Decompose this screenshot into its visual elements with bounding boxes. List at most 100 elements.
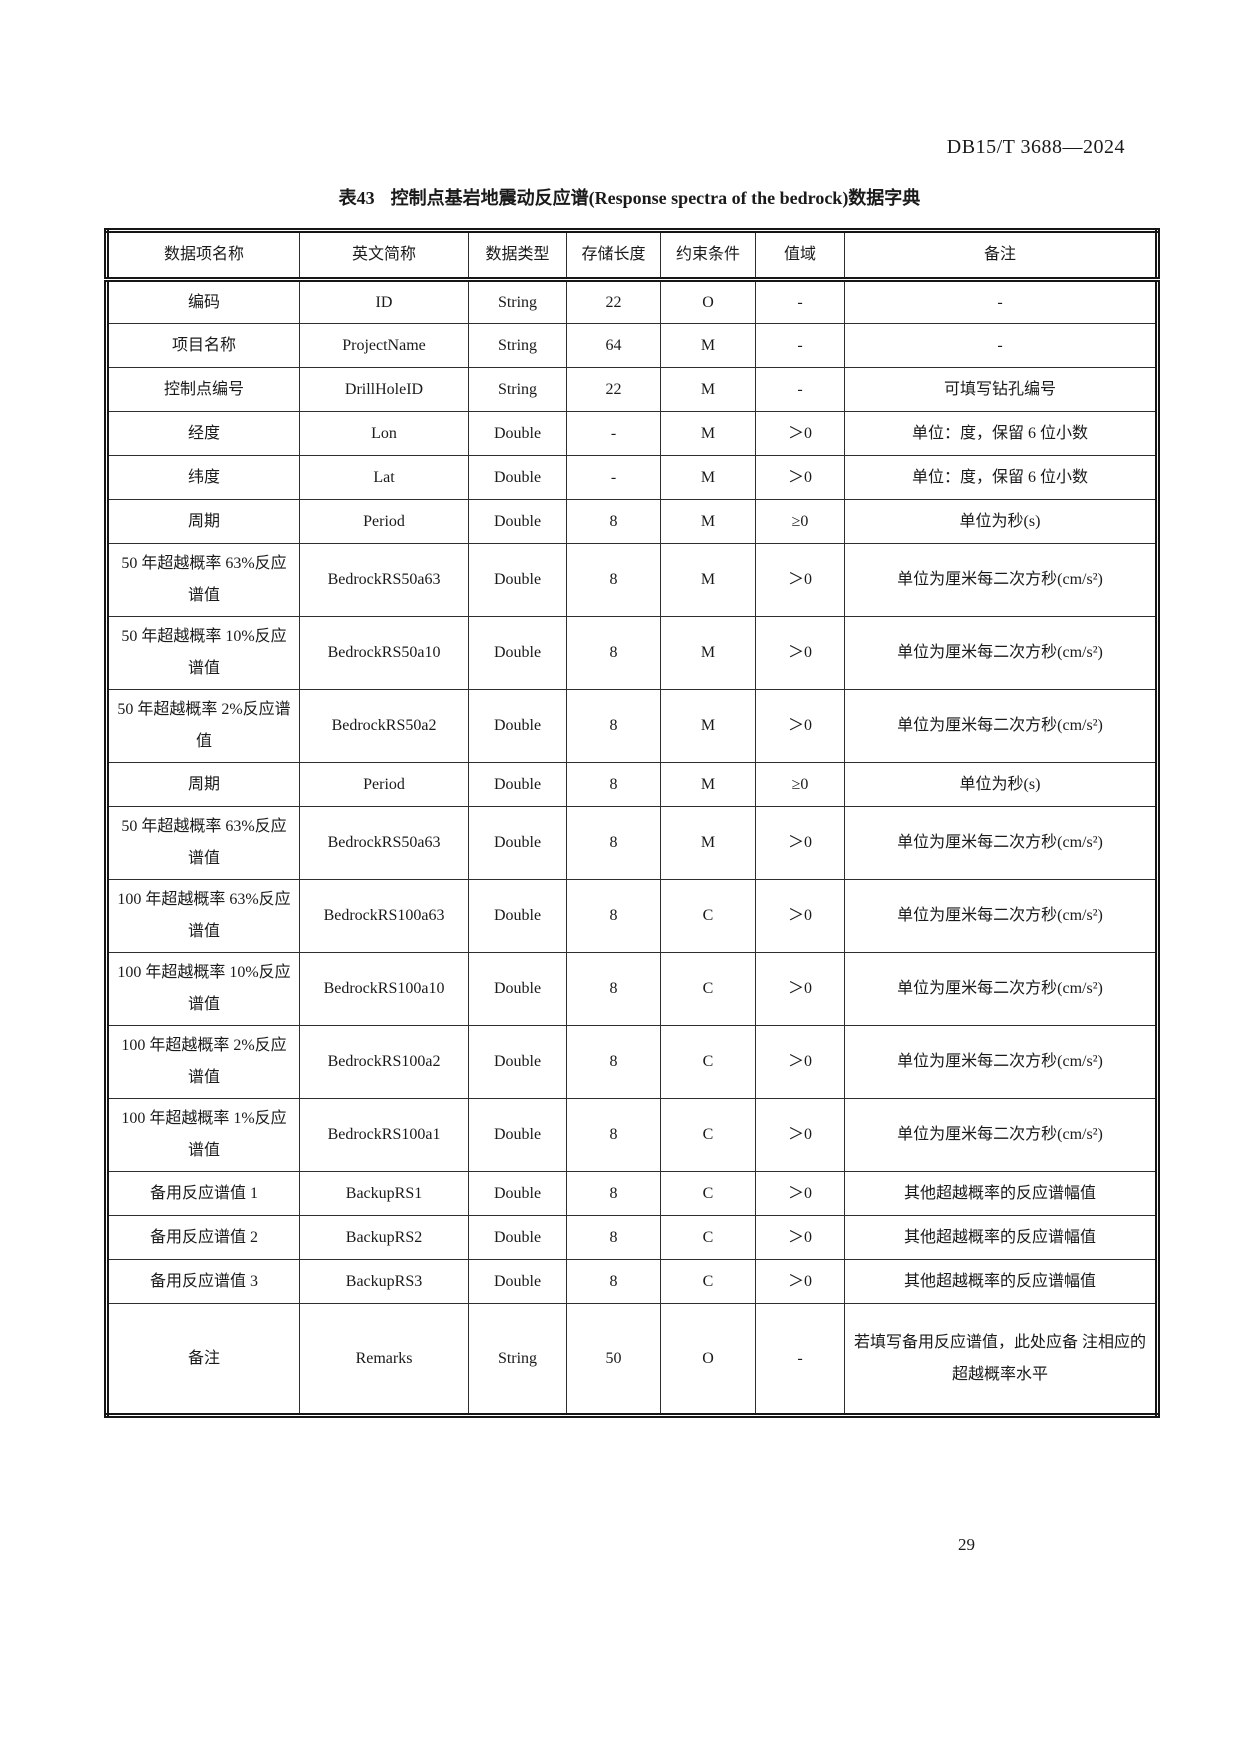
table-row: 100 年超越概率 2%反应谱值 BedrockRS100a2 Double 8 C ＞0… (106, 1025, 1158, 1099)
cell-constraint: M (660, 367, 756, 412)
cell-storage-length: 8 (566, 499, 661, 544)
cell-data-type: Double (468, 762, 567, 807)
cell-english-name: BedrockRS100a1 (299, 1098, 469, 1172)
cell-storage-length: - (566, 455, 661, 500)
cell-field-name: 50 年超越概率 10%反应谱值 (106, 616, 300, 690)
cell-remark: 可填写钻孔编号 (844, 367, 1158, 412)
table-row: 50 年超越概率 2%反应谱值 BedrockRS50a2 Double 8 M ＞0 单位… (106, 689, 1158, 763)
cell-storage-length: 22 (566, 367, 661, 412)
cell-value-range: ＞0 (755, 455, 845, 500)
cell-data-type: Double (468, 455, 567, 500)
cell-english-name: Period (299, 499, 469, 544)
cell-english-name: Lon (299, 411, 469, 456)
cell-storage-length: 8 (566, 1025, 661, 1099)
table-row: 50 年超越概率 63%反应谱值 BedrockRS50a63 Double 8 M ＞0… (106, 806, 1158, 880)
cell-value-range: ＞0 (755, 1098, 845, 1172)
cell-storage-length: 8 (566, 762, 661, 807)
cell-field-name: 50 年超越概率 63%反应谱值 (106, 543, 300, 617)
cell-english-name: BedrockRS100a2 (299, 1025, 469, 1099)
cell-storage-length: 8 (566, 1259, 661, 1304)
cell-data-type: Double (468, 1259, 567, 1304)
table-row: 编码 ID String 22 O - - (106, 279, 1158, 324)
cell-data-type: String (468, 323, 567, 368)
table-row: 备用反应谱值 2 BackupRS2 Double 8 C ＞0 其他超越概率的反应谱幅值 (106, 1215, 1158, 1260)
cell-english-name: Period (299, 762, 469, 807)
cell-data-type: Double (468, 689, 567, 763)
table-row: 备用反应谱值 1 BackupRS1 Double 8 C ＞0 其他超越概率的反应谱幅值 (106, 1171, 1158, 1216)
cell-remark: 单位为厘米每二次方秒(cm/s²) (844, 879, 1158, 953)
cell-english-name: BackupRS1 (299, 1171, 469, 1216)
cell-field-name: 编码 (106, 279, 300, 324)
cell-field-name: 项目名称 (106, 323, 300, 368)
cell-remark: 单位为秒(s) (844, 499, 1158, 544)
table-row: 周期 Period Double 8 M ≥0 单位为秒(s) (106, 762, 1158, 807)
cell-storage-length: 64 (566, 323, 661, 368)
cell-constraint: M (660, 455, 756, 500)
cell-english-name: ProjectName (299, 323, 469, 368)
cell-english-name: BedrockRS50a10 (299, 616, 469, 690)
cell-value-range: - (755, 323, 845, 368)
cell-remark: 单位为秒(s) (844, 762, 1158, 807)
cell-remark: 单位为厘米每二次方秒(cm/s²) (844, 1098, 1158, 1172)
cell-value-range: - (755, 279, 845, 324)
cell-storage-length: - (566, 411, 661, 456)
cell-constraint: C (660, 1215, 756, 1260)
cell-value-range: - (755, 1303, 845, 1416)
cell-english-name: BedrockRS100a10 (299, 952, 469, 1026)
cell-field-name: 控制点编号 (106, 367, 300, 412)
cell-remark: - (844, 323, 1158, 368)
cell-constraint: M (660, 411, 756, 456)
cell-constraint: M (660, 689, 756, 763)
cell-remark: 单位为厘米每二次方秒(cm/s²) (844, 543, 1158, 617)
cell-value-range: ＞0 (755, 1171, 845, 1216)
cell-field-name: 100 年超越概率 1%反应谱值 (106, 1098, 300, 1172)
cell-english-name: BedrockRS50a63 (299, 543, 469, 617)
cell-data-type: Double (468, 411, 567, 456)
cell-field-name: 备注 (106, 1303, 300, 1416)
cell-field-name: 周期 (106, 762, 300, 807)
cell-constraint: O (660, 1303, 756, 1416)
column-header: 备注 (844, 230, 1158, 282)
table-row: 100 年超越概率 63%反应谱值 BedrockRS100a63 Double 8 C… (106, 879, 1158, 953)
cell-value-range: ＞0 (755, 616, 845, 690)
table-row: 周期 Period Double 8 M ≥0 单位为秒(s) (106, 499, 1158, 544)
cell-constraint: M (660, 499, 756, 544)
cell-constraint: M (660, 323, 756, 368)
cell-english-name: DrillHoleID (299, 367, 469, 412)
cell-constraint: C (660, 1025, 756, 1099)
page-number: 29 (958, 1535, 975, 1554)
cell-value-range: - (755, 367, 845, 412)
table-body: 编码 ID String 22 O - - 项目名称 ProjectName String 64 M -… (106, 279, 1158, 1416)
cell-constraint: C (660, 952, 756, 1026)
cell-value-range: ＞0 (755, 1025, 845, 1099)
cell-remark: 其他超越概率的反应谱幅值 (844, 1259, 1158, 1304)
doc-code: DB15/T 3688—2024 (946, 136, 1125, 158)
cell-storage-length: 8 (566, 806, 661, 880)
table-row: 控制点编号 DrillHoleID String 22 M - 可填写钻孔编号 (106, 367, 1158, 412)
cell-field-name: 100 年超越概率 10%反应谱值 (106, 952, 300, 1026)
table-caption: 表43 控制点基岩地震动反应谱(Response spectra of the b… (104, 184, 1155, 210)
cell-constraint: M (660, 806, 756, 880)
cell-storage-length: 8 (566, 689, 661, 763)
cell-remark: - (844, 279, 1158, 324)
cell-storage-length: 8 (566, 1171, 661, 1216)
cell-remark: 单位为厘米每二次方秒(cm/s²) (844, 952, 1158, 1026)
cell-storage-length: 8 (566, 879, 661, 953)
cell-data-type: Double (468, 1025, 567, 1099)
column-header: 数据类型 (468, 230, 567, 282)
cell-value-range: ＞0 (755, 1259, 845, 1304)
cell-data-type: Double (468, 952, 567, 1026)
column-header: 数据项名称 (106, 230, 300, 282)
cell-english-name: BedrockRS100a63 (299, 879, 469, 953)
cell-field-name: 备用反应谱值 2 (106, 1215, 300, 1260)
cell-storage-length: 8 (566, 952, 661, 1026)
cell-field-name: 50 年超越概率 2%反应谱值 (106, 689, 300, 763)
cell-english-name: BackupRS3 (299, 1259, 469, 1304)
cell-storage-length: 8 (566, 543, 661, 617)
table-row: 纬度 Lat Double - M ＞0 单位：度，保留 6 位小数 (106, 455, 1158, 500)
cell-data-type: Double (468, 806, 567, 880)
cell-constraint: C (660, 1259, 756, 1304)
cell-remark: 单位为厘米每二次方秒(cm/s²) (844, 1025, 1158, 1099)
cell-storage-length: 8 (566, 1215, 661, 1260)
